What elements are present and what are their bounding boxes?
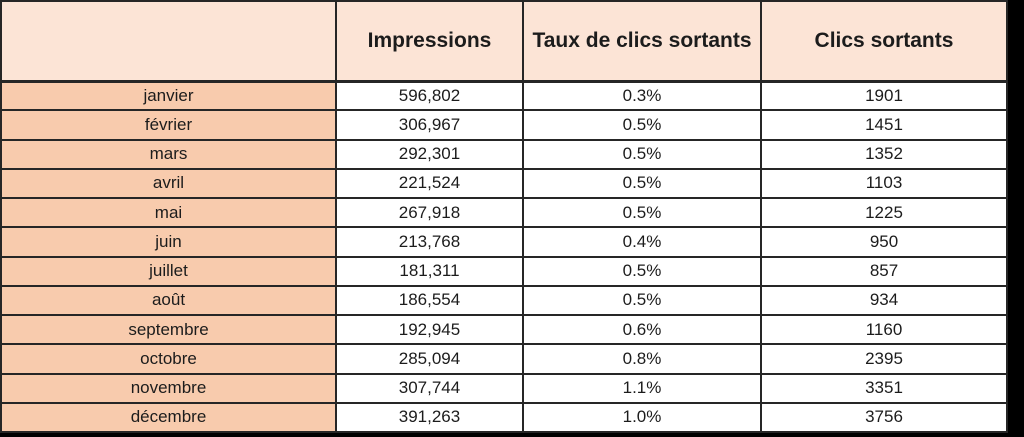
clicks-cell: 1103: [760, 167, 1008, 200]
ctr-cell: 0.3%: [522, 79, 762, 112]
month-cell: septembre: [0, 313, 337, 346]
month-cell: juin: [0, 226, 337, 258]
impressions-cell: 292,301: [335, 138, 524, 170]
impressions-cell: 391,263: [335, 401, 524, 434]
ctr-cell: 0.5%: [522, 255, 762, 287]
table-row: septembre 192,945 0.6% 1160: [0, 313, 1008, 346]
clicks-cell: 3756: [760, 401, 1008, 434]
ctr-cell: 0.5%: [522, 284, 762, 317]
table-row: octobre 285,094 0.8% 2395: [0, 343, 1008, 375]
month-cell: février: [0, 109, 337, 141]
impressions-cell: 596,802: [335, 79, 524, 112]
table-row: mai 267,918 0.5% 1225: [0, 196, 1008, 229]
month-cell: juillet: [0, 255, 337, 287]
impressions-cell: 285,094: [335, 343, 524, 375]
ctr-cell: 0.6%: [522, 313, 762, 346]
table-row: décembre 391,263 1.0% 3756: [0, 401, 1008, 434]
clicks-cell: 2395: [760, 343, 1008, 375]
corner-cell: [0, 0, 337, 83]
column-header-clicks: Clics sortants: [760, 0, 1008, 83]
table-row: mars 292,301 0.5% 1352: [0, 138, 1008, 170]
ctr-cell: 0.5%: [522, 167, 762, 200]
table-row: janvier 596,802 0.3% 1901: [0, 79, 1008, 112]
clicks-cell: 857: [760, 255, 1008, 287]
clicks-cell: 1225: [760, 196, 1008, 229]
impressions-cell: 306,967: [335, 109, 524, 141]
ctr-cell: 0.4%: [522, 226, 762, 258]
month-cell: mars: [0, 138, 337, 170]
column-header-impressions: Impressions: [335, 0, 524, 83]
impressions-cell: 221,524: [335, 167, 524, 200]
impressions-cell: 307,744: [335, 372, 524, 404]
month-cell: novembre: [0, 372, 337, 404]
monthly-stats-table: Impressions Taux de clics sortants Clics…: [0, 0, 1008, 434]
ctr-cell: 0.5%: [522, 138, 762, 170]
table-row: juillet 181,311 0.5% 857: [0, 255, 1008, 287]
impressions-cell: 192,945: [335, 313, 524, 346]
impressions-cell: 213,768: [335, 226, 524, 258]
clicks-cell: 3351: [760, 372, 1008, 404]
month-cell: mai: [0, 196, 337, 229]
clicks-cell: 1160: [760, 313, 1008, 346]
month-cell: janvier: [0, 79, 337, 112]
table-row: juin 213,768 0.4% 950: [0, 226, 1008, 258]
clicks-cell: 934: [760, 284, 1008, 317]
clicks-cell: 1352: [760, 138, 1008, 170]
month-cell: décembre: [0, 401, 337, 434]
clicks-cell: 950: [760, 226, 1008, 258]
month-cell: octobre: [0, 343, 337, 375]
column-header-ctr: Taux de clics sortants: [522, 0, 762, 83]
ctr-cell: 1.1%: [522, 372, 762, 404]
month-cell: avril: [0, 167, 337, 200]
impressions-cell: 181,311: [335, 255, 524, 287]
month-cell: août: [0, 284, 337, 317]
monthly-stats-table-wrapper: Impressions Taux de clics sortants Clics…: [0, 0, 1008, 434]
table-row: février 306,967 0.5% 1451: [0, 109, 1008, 141]
ctr-cell: 0.5%: [522, 196, 762, 229]
ctr-cell: 0.5%: [522, 109, 762, 141]
table-row: août 186,554 0.5% 934: [0, 284, 1008, 317]
ctr-cell: 0.8%: [522, 343, 762, 375]
ctr-cell: 1.0%: [522, 401, 762, 434]
header-row: Impressions Taux de clics sortants Clics…: [0, 0, 1008, 83]
table-row: novembre 307,744 1.1% 3351: [0, 372, 1008, 404]
table-body: janvier 596,802 0.3% 1901 février 306,967 0.5%…: [0, 79, 1008, 434]
clicks-cell: 1451: [760, 109, 1008, 141]
clicks-cell: 1901: [760, 79, 1008, 112]
impressions-cell: 186,554: [335, 284, 524, 317]
table-row: avril 221,524 0.5% 1103: [0, 167, 1008, 200]
impressions-cell: 267,918: [335, 196, 524, 229]
